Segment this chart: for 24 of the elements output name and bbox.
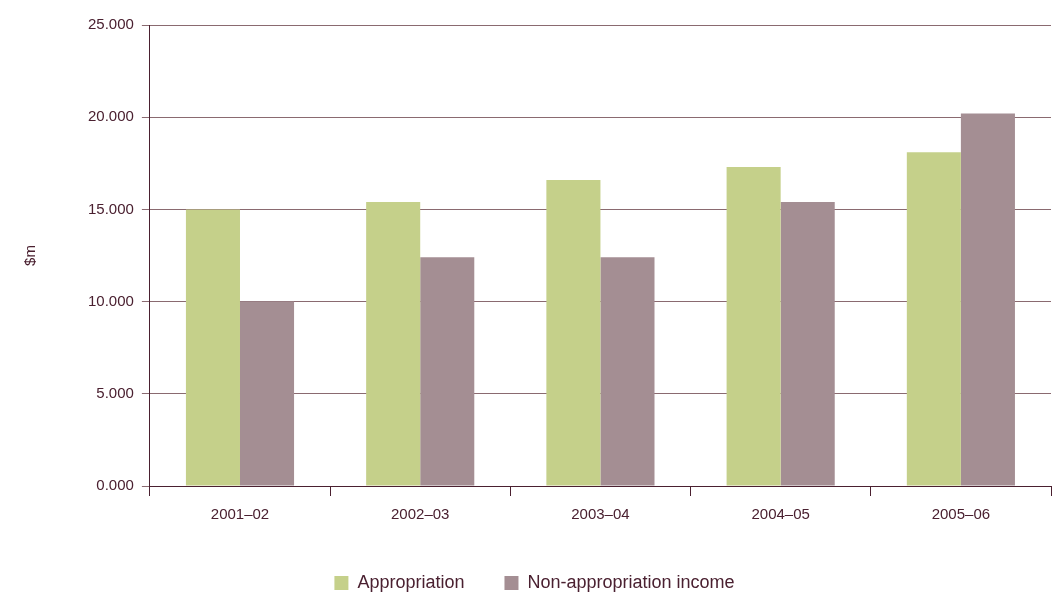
bar xyxy=(906,152,961,486)
bar xyxy=(600,257,655,486)
y-tick-label: 15.000 xyxy=(87,199,134,217)
bar xyxy=(546,179,601,486)
x-tick-label: 2005–06 xyxy=(931,505,991,523)
y-tick-label: 0.000 xyxy=(96,476,134,494)
bar xyxy=(420,257,475,486)
legend-label: Appropriation xyxy=(357,571,465,592)
bar xyxy=(185,209,240,486)
y-tick-label: 5.000 xyxy=(96,383,134,401)
y-tick-label: 25.000 xyxy=(87,15,134,33)
x-tick-label: 2001–02 xyxy=(210,505,270,523)
bar xyxy=(726,166,781,486)
x-tick-label: 2004–05 xyxy=(751,505,810,523)
y-tick-label: 20.000 xyxy=(87,107,134,125)
legend-label: Non-appropriation income xyxy=(527,571,735,592)
y-axis-title: $m xyxy=(21,245,39,266)
y-tick-label: 10.000 xyxy=(87,291,134,309)
bar xyxy=(366,202,421,486)
bar xyxy=(960,113,1015,486)
x-tick-label: 2003–04 xyxy=(571,505,630,523)
bar xyxy=(239,301,295,486)
x-tick-label: 2002–03 xyxy=(391,505,450,523)
bar xyxy=(780,202,835,486)
